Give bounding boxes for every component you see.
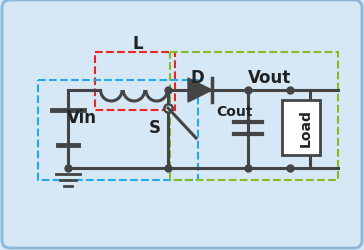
- Text: L: L: [133, 35, 143, 53]
- Bar: [282, 100, 320, 155]
- Text: S: S: [149, 119, 161, 137]
- Polygon shape: [188, 78, 212, 102]
- Text: Vout: Vout: [248, 69, 292, 87]
- Text: D: D: [190, 69, 204, 87]
- Bar: [95, 52, 175, 110]
- Text: Load: Load: [299, 109, 313, 147]
- Bar: [170, 52, 338, 180]
- Text: Vin: Vin: [67, 109, 97, 127]
- Bar: [38, 80, 198, 180]
- Text: Cout: Cout: [216, 105, 252, 119]
